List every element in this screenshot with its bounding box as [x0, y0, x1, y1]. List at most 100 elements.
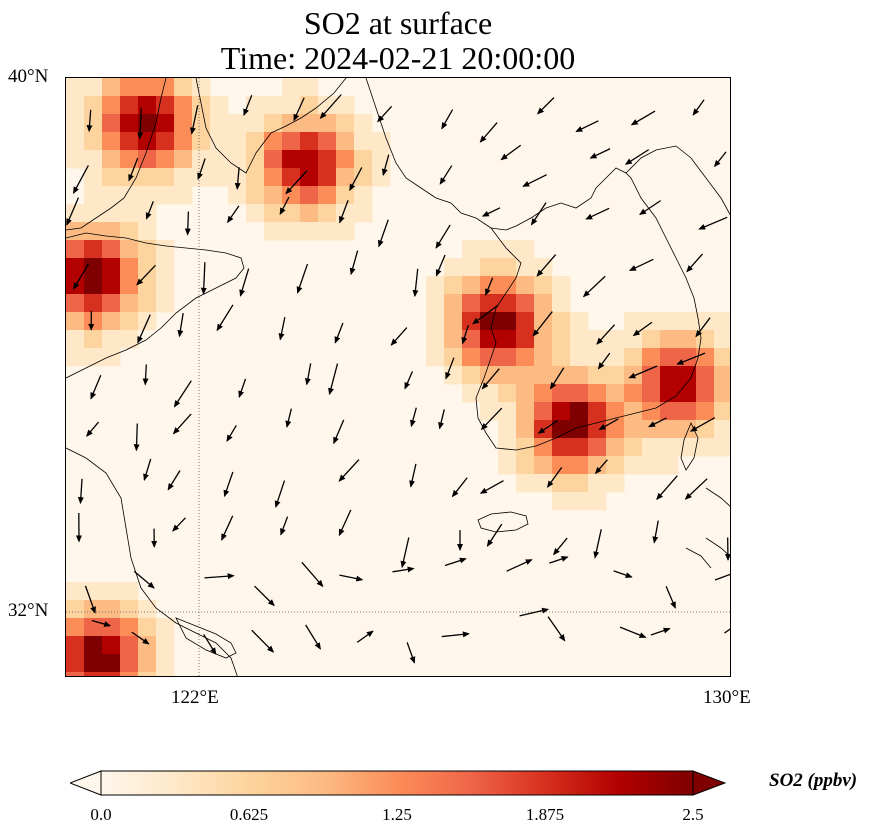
- so2-cell: [156, 150, 175, 169]
- wind-arrow: [203, 634, 217, 655]
- so2-cell: [480, 402, 499, 421]
- so2-cell: [156, 132, 175, 151]
- island-jeju: [477, 511, 529, 533]
- wind-arrow: [629, 258, 654, 272]
- wind-arrow: [656, 475, 678, 501]
- so2-cell: [642, 456, 661, 475]
- so2-cell: [102, 168, 121, 187]
- wind-arrow: [532, 311, 553, 337]
- so2-cell: [102, 96, 121, 115]
- wind-arrow: [239, 268, 250, 297]
- so2-cell: [264, 150, 283, 169]
- so2-cell: [264, 168, 283, 187]
- so2-cell: [102, 672, 121, 676]
- wind-arrow: [339, 574, 364, 582]
- so2-cell: [678, 312, 697, 331]
- so2-cell: [282, 204, 301, 223]
- so2-cell: [300, 96, 319, 115]
- so2-cell: [138, 96, 157, 115]
- so2-cell: [588, 384, 607, 403]
- wind-arrow: [713, 151, 727, 168]
- so2-cell: [102, 114, 121, 133]
- so2-cell: [588, 402, 607, 421]
- so2-cell: [318, 204, 337, 223]
- so2-cell: [174, 78, 193, 97]
- wind-arrow: [593, 529, 602, 559]
- wind-arrow: [377, 105, 393, 123]
- so2-cell: [516, 456, 535, 475]
- so2-cell: [102, 276, 121, 295]
- so2-cell: [120, 258, 139, 277]
- so2-cell: [318, 132, 337, 151]
- so2-cell: [624, 438, 643, 457]
- so2-cell: [534, 384, 553, 403]
- so2-cell: [642, 348, 661, 367]
- wind-arrow: [66, 197, 80, 226]
- so2-cell: [120, 96, 139, 115]
- wind-arrow: [278, 316, 286, 341]
- so2-cell: [570, 420, 589, 439]
- so2-cell: [336, 150, 355, 169]
- so2-cell: [318, 96, 337, 115]
- so2-cell: [696, 312, 715, 331]
- so2-cell: [426, 294, 445, 313]
- so2-cell: [498, 402, 517, 421]
- wind-arrow: [639, 200, 662, 216]
- so2-cell: [318, 114, 337, 133]
- so2-cell: [660, 402, 679, 421]
- so2-cell: [462, 330, 481, 349]
- so2-cell: [210, 96, 229, 115]
- wind-arrow: [137, 314, 151, 344]
- so2-cell: [246, 186, 265, 205]
- so2-cell: [138, 672, 157, 676]
- colorbar-extend-max: [692, 770, 726, 796]
- wind-arrow: [216, 304, 234, 332]
- so2-cell: [66, 258, 85, 277]
- so2-cell: [102, 186, 121, 205]
- wind-arrow: [279, 196, 290, 216]
- so2-cell: [120, 618, 139, 637]
- wind-arrow: [137, 108, 144, 140]
- wind-arrow: [435, 224, 451, 249]
- so2-cell: [66, 96, 85, 115]
- so2-cell: [444, 312, 463, 331]
- so2-cell: [462, 276, 481, 295]
- so2-cell: [120, 150, 139, 169]
- wind-arrow: [197, 158, 206, 180]
- so2-cell: [660, 312, 679, 331]
- so2-cell: [516, 348, 535, 367]
- so2-cell: [606, 456, 625, 475]
- so2-cell: [570, 384, 589, 403]
- coast-liaoxi: [66, 78, 167, 231]
- so2-cell: [354, 186, 373, 205]
- so2-cell: [660, 348, 679, 367]
- wind-arrow: [589, 148, 611, 159]
- so2-cell: [228, 168, 247, 187]
- wind-arrow: [172, 517, 186, 532]
- so2-cell: [300, 132, 319, 151]
- wind-arrow: [145, 201, 154, 220]
- so2-cell: [246, 96, 265, 115]
- so2-cell: [192, 150, 211, 169]
- so2-cell: [174, 96, 193, 115]
- so2-cell: [66, 132, 85, 151]
- wind-arrow: [381, 154, 390, 176]
- so2-cell: [120, 600, 139, 619]
- wind-arrow: [90, 375, 102, 400]
- so2-cell: [120, 654, 139, 673]
- so2-cell: [102, 348, 121, 367]
- so2-cell: [444, 348, 463, 367]
- so2-cell: [318, 222, 337, 241]
- so2-cell: [552, 456, 571, 475]
- so2-cell: [480, 330, 499, 349]
- wind-arrow: [133, 570, 155, 589]
- so2-cell: [120, 168, 139, 187]
- so2-cell: [570, 492, 589, 511]
- so2-cell: [84, 672, 103, 676]
- so2-cell: [714, 384, 730, 403]
- so2-cell: [66, 78, 85, 97]
- so2-cell: [462, 348, 481, 367]
- wind-arrow: [84, 585, 96, 614]
- so2-cell: [84, 636, 103, 655]
- wind-arrow: [333, 419, 345, 445]
